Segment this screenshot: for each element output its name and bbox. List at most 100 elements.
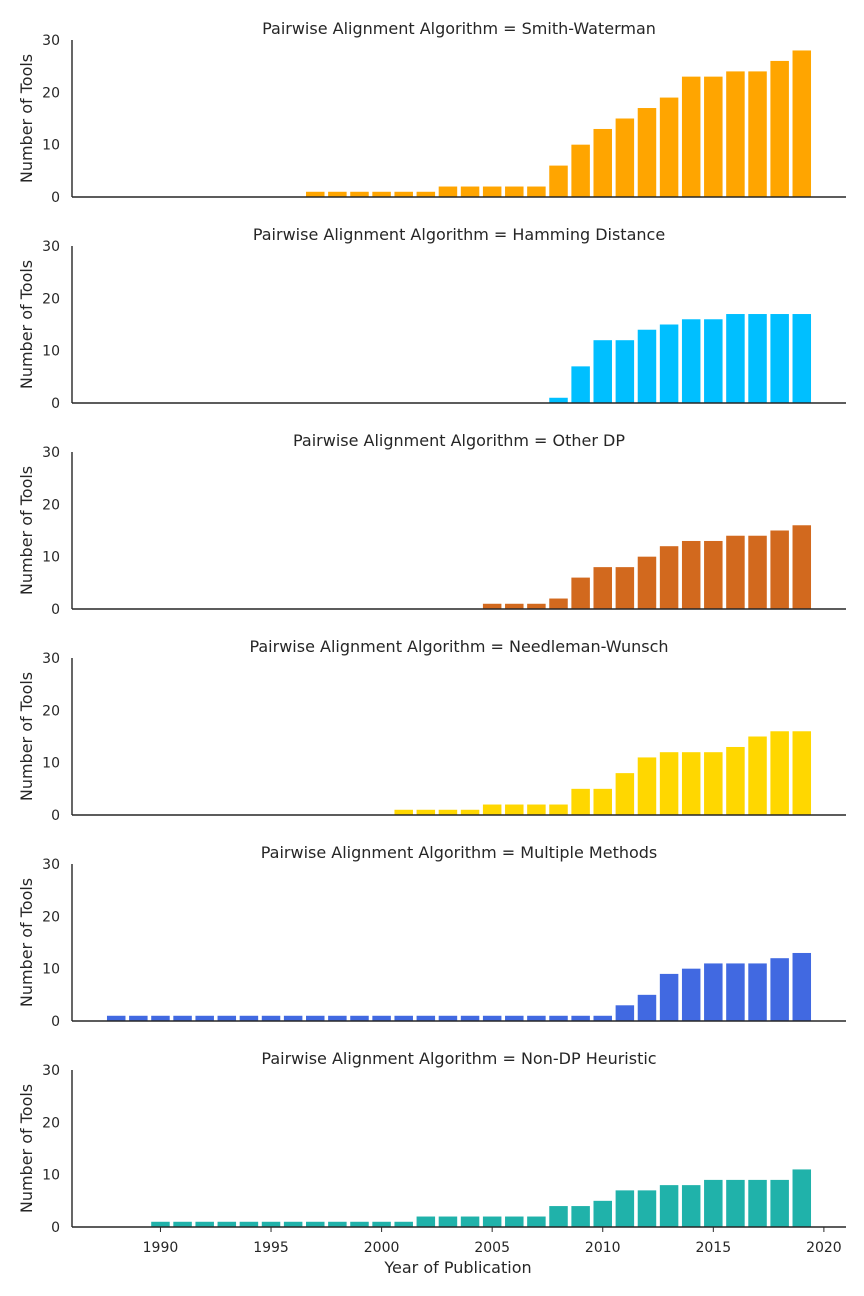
bar (261, 1221, 281, 1227)
bar (372, 191, 391, 197)
bar (505, 1216, 524, 1227)
y-tick-label: 20 (42, 85, 60, 101)
y-tick-label: 30 (42, 651, 60, 667)
bar (704, 540, 723, 609)
bar (306, 1015, 325, 1021)
facet-panel: Pairwise Alignment Algorithm = Other DP 0… (17, 431, 846, 618)
bar (704, 76, 723, 197)
bar (217, 1015, 237, 1021)
bar (770, 1179, 789, 1227)
bar (637, 108, 657, 197)
x-tick-label: 1990 (143, 1240, 179, 1256)
bar (350, 1221, 369, 1227)
bar (726, 535, 745, 609)
bar (593, 788, 612, 815)
bar (527, 603, 546, 609)
x-tick-label: 2010 (585, 1240, 621, 1256)
bar (792, 314, 812, 403)
bar (637, 1190, 657, 1227)
bar (571, 788, 590, 815)
bar (593, 567, 612, 609)
bar (328, 191, 347, 197)
bar (593, 128, 612, 197)
bar (726, 1179, 745, 1227)
bar (681, 752, 701, 815)
bar (527, 186, 546, 197)
bar (460, 186, 480, 197)
bar (106, 1015, 126, 1021)
y-tick-label: 0 (51, 808, 60, 824)
x-tick-label: 1995 (253, 1240, 289, 1256)
y-axis-label: Number of Tools (17, 260, 36, 389)
bar (394, 809, 413, 815)
bar (416, 809, 436, 815)
bar (438, 809, 458, 815)
bar (748, 314, 767, 403)
bar (549, 1015, 568, 1021)
bar (394, 191, 413, 197)
bar (482, 804, 502, 815)
x-axis-label: Year of Publication (383, 1258, 531, 1277)
bar (283, 1221, 303, 1227)
bar (306, 191, 325, 197)
bar (770, 314, 789, 403)
bar (615, 118, 635, 197)
bar (704, 319, 723, 403)
bar (593, 340, 612, 403)
bar (593, 1200, 612, 1227)
bar (195, 1221, 214, 1227)
bar (306, 1221, 325, 1227)
bar (615, 567, 635, 609)
y-tick-label: 30 (42, 1063, 60, 1079)
facet-title: Pairwise Alignment Algorithm = Non-DP He… (261, 1049, 656, 1068)
bar (726, 746, 745, 815)
bar (681, 76, 701, 197)
bar (615, 1190, 635, 1227)
facet-title: Pairwise Alignment Algorithm = Hamming D… (253, 225, 665, 244)
y-tick-label: 30 (42, 239, 60, 255)
bar (748, 71, 767, 197)
x-tick-label: 2015 (695, 1240, 731, 1256)
bar (704, 1179, 723, 1227)
bar (173, 1015, 192, 1021)
bar (704, 752, 723, 815)
bar (527, 804, 546, 815)
x-tick-label: 2005 (474, 1240, 510, 1256)
bar (615, 340, 635, 403)
bar (748, 535, 767, 609)
bar (129, 1015, 148, 1021)
y-axis-label: Number of Tools (17, 672, 36, 801)
bar (681, 319, 701, 403)
bar (549, 1206, 568, 1227)
bar (792, 952, 812, 1021)
bar (372, 1221, 391, 1227)
bar (615, 1005, 635, 1021)
bar (438, 186, 458, 197)
bar (505, 804, 524, 815)
bar (726, 314, 745, 403)
bar (505, 603, 524, 609)
bar (748, 1179, 767, 1227)
bar (527, 1216, 546, 1227)
bar (527, 1015, 546, 1021)
x-tick-label: 2000 (364, 1240, 400, 1256)
bar (659, 324, 679, 403)
bar (549, 598, 568, 609)
bar (239, 1221, 259, 1227)
y-tick-label: 10 (42, 1168, 60, 1184)
bar (372, 1015, 391, 1021)
bar (549, 165, 568, 197)
bar (217, 1221, 237, 1227)
bar (505, 1015, 524, 1021)
bar (482, 1015, 502, 1021)
bar (704, 963, 723, 1021)
bar (350, 191, 369, 197)
bar (195, 1015, 214, 1021)
bar (482, 603, 502, 609)
bar (328, 1221, 347, 1227)
bar (151, 1221, 170, 1227)
y-tick-label: 10 (42, 344, 60, 360)
y-tick-label: 0 (51, 1014, 60, 1030)
x-tick-label: 2020 (806, 1240, 842, 1256)
